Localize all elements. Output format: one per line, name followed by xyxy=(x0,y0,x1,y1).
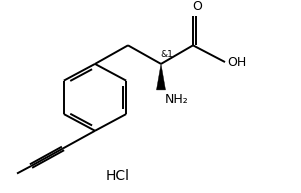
Polygon shape xyxy=(157,64,166,90)
Text: O: O xyxy=(192,0,202,13)
Text: &1: &1 xyxy=(160,50,173,59)
Text: NH₂: NH₂ xyxy=(165,93,189,106)
Text: OH: OH xyxy=(227,57,246,69)
Text: HCl: HCl xyxy=(106,169,130,183)
